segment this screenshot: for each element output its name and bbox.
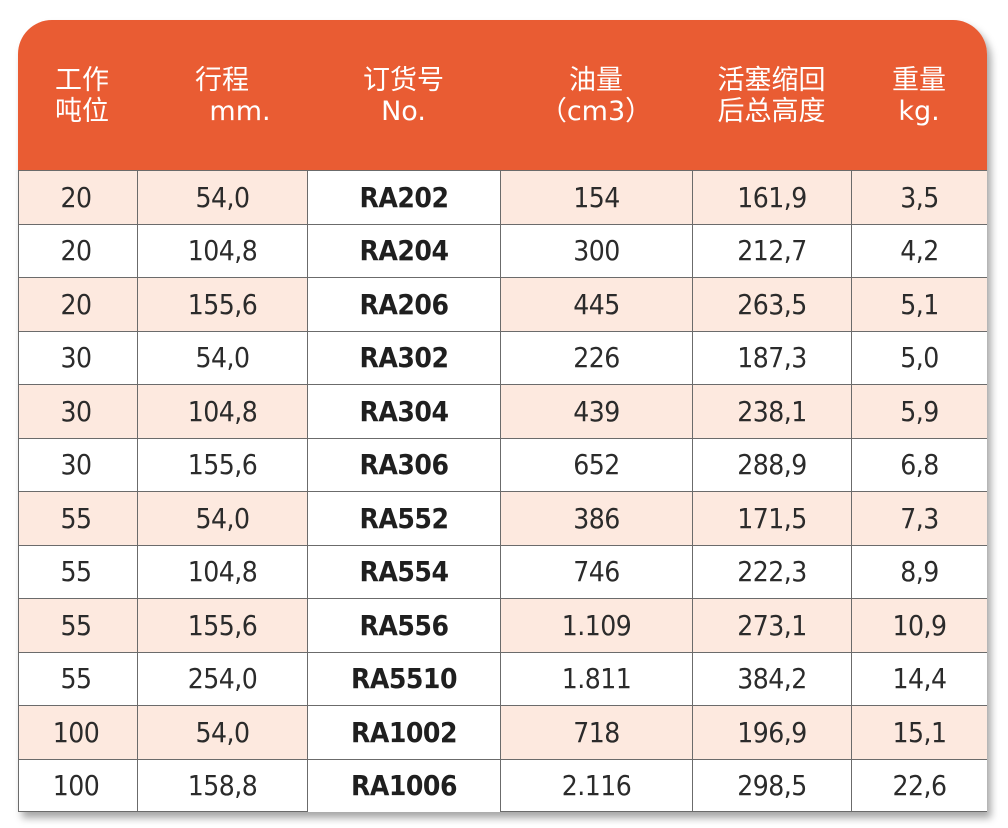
cell-tonnage: 20 (19, 277, 138, 331)
cell-retracted-height: 161,9 (693, 170, 852, 224)
cell-oil-volume: 445 (501, 277, 693, 331)
cell-stroke: 155,6 (138, 277, 308, 331)
spec-table-card: 工作 吨位 行程 mm. 订货号 No. 油量 （cm3） 活塞缩回 后总高度 … (18, 20, 987, 812)
cell-oil-volume: 1.109 (501, 598, 693, 652)
cell-tonnage: 100 (19, 758, 138, 812)
cell-oil-volume: 300 (501, 223, 693, 277)
cell-retracted-height: 196,9 (693, 705, 852, 759)
cell-stroke: 54,0 (138, 491, 308, 545)
cell-tonnage: 30 (19, 384, 138, 438)
cell-stroke: 254,0 (138, 651, 308, 705)
header-stroke: 行程 mm. (137, 20, 307, 170)
cell-retracted-height: 273,1 (693, 598, 852, 652)
cell-weight: 10,9 (852, 598, 987, 652)
header-order-no-line1: 订货号 (363, 65, 444, 96)
cell-retracted-height: 288,9 (693, 437, 852, 491)
table-body: 20 54,0 RA202 154 161,9 3,5 20 104,8 RA204 300 212… (18, 170, 987, 812)
cell-tonnage: 55 (19, 598, 138, 652)
cell-order-no: RA304 (308, 384, 501, 438)
cell-retracted-height: 298,5 (693, 758, 852, 812)
header-weight-line2: kg. (898, 96, 940, 127)
cell-retracted-height: 384,2 (693, 651, 852, 705)
cell-tonnage: 55 (19, 651, 138, 705)
cell-weight: 15,1 (852, 705, 987, 759)
cell-tonnage: 30 (19, 330, 138, 384)
table-header: 工作 吨位 行程 mm. 订货号 No. 油量 （cm3） 活塞缩回 后总高度 … (18, 20, 987, 170)
cell-order-no: RA202 (308, 170, 501, 224)
header-order-no-line2: No. (381, 96, 426, 127)
header-stroke-line2: mm. (209, 96, 271, 127)
cell-oil-volume: 2.116 (501, 758, 693, 812)
cell-retracted-height: 212,7 (693, 223, 852, 277)
cell-order-no: RA1006 (308, 758, 501, 812)
cell-order-no: RA554 (308, 544, 501, 598)
cell-weight: 14,4 (852, 651, 987, 706)
cell-weight: 7,3 (852, 491, 987, 545)
header-oil-volume-line2: （cm3） (539, 96, 653, 127)
cell-stroke: 54,0 (138, 705, 308, 759)
cell-retracted-height: 263,5 (693, 277, 852, 331)
header-retracted-height-line1: 活塞缩回 (717, 65, 826, 96)
cell-tonnage: 55 (19, 544, 138, 598)
cell-tonnage: 55 (19, 491, 138, 545)
cell-oil-volume: 386 (501, 491, 693, 545)
cell-tonnage: 20 (19, 170, 138, 224)
cell-stroke: 155,6 (138, 598, 308, 652)
cell-oil-volume: 652 (501, 437, 693, 491)
cell-tonnage: 20 (19, 223, 138, 277)
header-tonnage-line1: 工作 (55, 65, 109, 96)
cell-oil-volume: 718 (501, 705, 693, 759)
cell-weight: 5,1 (852, 277, 987, 331)
cell-weight: 3,5 (852, 170, 987, 224)
header-oil-volume-line1: 油量 (569, 65, 623, 96)
cell-weight: 5,0 (852, 330, 987, 385)
cell-order-no: RA302 (308, 330, 501, 384)
cell-stroke: 54,0 (138, 170, 308, 224)
header-retracted-height: 活塞缩回 后总高度 (692, 20, 851, 170)
cell-weight: 5,9 (852, 384, 987, 438)
cell-retracted-height: 238,1 (693, 384, 852, 438)
cell-oil-volume: 746 (501, 544, 693, 598)
cell-order-no: RA306 (308, 437, 501, 491)
cell-stroke: 104,8 (138, 544, 308, 598)
cell-oil-volume: 1.811 (501, 651, 693, 705)
header-order-no: 订货号 No. (307, 20, 500, 170)
cell-order-no: RA206 (308, 277, 501, 331)
cell-oil-volume: 226 (501, 330, 693, 384)
cell-order-no: RA5510 (308, 651, 501, 705)
cell-retracted-height: 187,3 (693, 330, 852, 384)
cell-oil-volume: 439 (501, 384, 693, 438)
cell-stroke: 54,0 (138, 330, 308, 384)
cell-weight: 6,8 (852, 437, 987, 492)
header-retracted-height-line2: 后总高度 (717, 96, 826, 127)
cell-tonnage: 100 (19, 705, 138, 759)
header-tonnage-line2: 吨位 (55, 96, 109, 127)
cell-weight: 4,2 (852, 223, 987, 278)
cell-weight: 8,9 (852, 544, 987, 599)
cell-order-no: RA552 (308, 491, 501, 545)
header-oil-volume: 油量 （cm3） (500, 20, 692, 170)
cell-order-no: RA204 (308, 223, 501, 277)
cell-stroke: 155,6 (138, 437, 308, 491)
cell-retracted-height: 171,5 (693, 491, 852, 545)
header-stroke-line1: 行程 (195, 65, 249, 96)
cell-stroke: 104,8 (138, 223, 308, 277)
cell-order-no: RA556 (308, 598, 501, 652)
cell-weight: 22,6 (852, 758, 987, 813)
cell-tonnage: 30 (19, 437, 138, 491)
cell-retracted-height: 222,3 (693, 544, 852, 598)
cell-oil-volume: 154 (501, 170, 693, 224)
cell-order-no: RA1002 (308, 705, 501, 759)
cell-stroke: 158,8 (138, 758, 308, 812)
cell-stroke: 104,8 (138, 384, 308, 438)
header-tonnage: 工作 吨位 (18, 20, 137, 170)
header-weight: 重量 kg. (851, 20, 987, 170)
header-weight-line1: 重量 (892, 65, 946, 96)
